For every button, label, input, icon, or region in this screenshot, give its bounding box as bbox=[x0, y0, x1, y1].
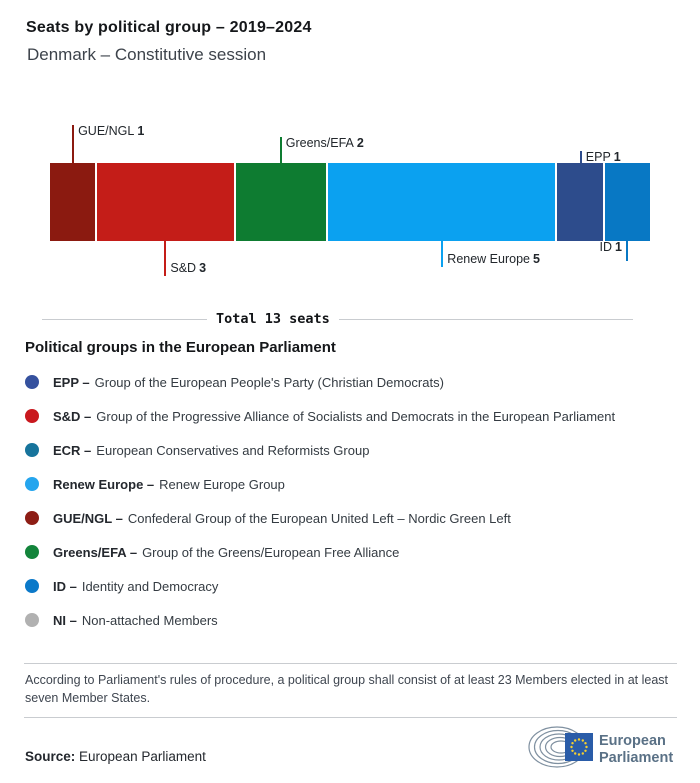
eu-flag-stars bbox=[570, 738, 588, 756]
european-parliament-logo: European Parliament bbox=[528, 726, 673, 768]
legend-text: GUE/NGL – Confederal Group of the Europea… bbox=[53, 510, 511, 526]
bar-segment-renew-europe[interactable] bbox=[328, 163, 556, 241]
legend-color-dot bbox=[25, 409, 39, 423]
page-subtitle: Denmark – Constitutive session bbox=[27, 45, 267, 64]
callout-tick-id bbox=[625, 241, 628, 261]
legend-color-dot bbox=[25, 375, 39, 389]
callout-label-s-d: S&D 3 bbox=[170, 261, 207, 275]
callout-tick-s-d bbox=[164, 241, 167, 276]
bar-segment-epp[interactable] bbox=[557, 163, 603, 241]
logo-text-line1: European bbox=[599, 733, 666, 749]
legend-text: EPP – Group of the European People's Part… bbox=[53, 374, 444, 390]
legend-color-dot bbox=[25, 613, 39, 627]
legend-row-ecr: ECR – European Conservatives and Reformis… bbox=[25, 433, 675, 467]
legend-list: EPP – Group of the European People's Part… bbox=[25, 365, 675, 637]
logo-text-line2: Parliament bbox=[599, 750, 673, 766]
footnote-text: According to Parliament's rules of proce… bbox=[25, 673, 668, 705]
callout-label-epp: EPP 1 bbox=[585, 150, 621, 164]
callout-tick-gue-ngl bbox=[72, 125, 75, 163]
legend-color-dot bbox=[25, 545, 39, 559]
legend-row-s-d: S&D – Group of the Progressive Alliance o… bbox=[25, 399, 675, 433]
source-value: European Parliament bbox=[79, 749, 206, 764]
bar-segment-s-d[interactable] bbox=[97, 163, 234, 241]
bar-segment-gue-ngl[interactable] bbox=[50, 163, 96, 241]
footnote-divider-top bbox=[24, 663, 677, 664]
divider-line-left bbox=[42, 318, 207, 320]
legend-text: Greens/EFA – Group of the Greens/European… bbox=[53, 544, 400, 560]
callout-tick-epp bbox=[579, 151, 582, 163]
legend-color-dot bbox=[25, 579, 39, 593]
source-line: Source: European Parliament bbox=[25, 749, 206, 764]
seats-stacked-bar bbox=[50, 163, 651, 241]
total-seats-label: Total 13 seats bbox=[216, 311, 330, 327]
legend-color-dot bbox=[25, 443, 39, 457]
legend-row-greens-efa: Greens/EFA – Group of the Greens/European… bbox=[25, 535, 675, 569]
source-label: Source: bbox=[25, 749, 76, 764]
page-title: Seats by political group – 2019–2024 bbox=[26, 19, 312, 36]
legend-text: ID – Identity and Democracy bbox=[53, 578, 219, 594]
callout-tick-greens-efa bbox=[279, 137, 282, 163]
bar-segment-id[interactable] bbox=[604, 163, 651, 241]
legend-text: Renew Europe – Renew Europe Group bbox=[53, 476, 285, 492]
legend-row-gue-ngl: GUE/NGL – Confederal Group of the Europea… bbox=[25, 501, 675, 535]
legend-text: S&D – Group of the Progressive Alliance o… bbox=[53, 408, 616, 424]
legend-color-dot bbox=[25, 477, 39, 491]
legend-text: NI – Non-attached Members bbox=[53, 612, 218, 628]
bar-segment-greens-efa[interactable] bbox=[235, 163, 327, 241]
legend-row-ni: NI – Non-attached Members bbox=[25, 603, 675, 637]
legend-row-epp: EPP – Group of the European People's Part… bbox=[25, 365, 675, 399]
callout-label-renew-europe: Renew Europe 5 bbox=[447, 252, 540, 266]
legend-text: ECR – European Conservatives and Reformis… bbox=[53, 442, 370, 458]
callout-label-id: ID 1 bbox=[599, 240, 622, 254]
legend-row-id: ID – Identity and Democracy bbox=[25, 569, 675, 603]
legend-color-dot bbox=[25, 511, 39, 525]
eu-flag-icon bbox=[565, 733, 593, 761]
divider-line-right bbox=[338, 318, 633, 320]
callout-tick-renew-europe bbox=[441, 241, 444, 267]
total-seats-divider: Total 13 seats bbox=[42, 311, 633, 327]
legend-row-renew-europe: Renew Europe – Renew Europe Group bbox=[25, 467, 675, 501]
legend-heading: Political groups in the European Parliam… bbox=[25, 339, 336, 356]
callout-label-greens-efa: Greens/EFA 2 bbox=[285, 136, 364, 150]
footnote-divider-bottom bbox=[24, 717, 677, 718]
callout-label-gue-ngl: GUE/NGL 1 bbox=[78, 124, 145, 138]
